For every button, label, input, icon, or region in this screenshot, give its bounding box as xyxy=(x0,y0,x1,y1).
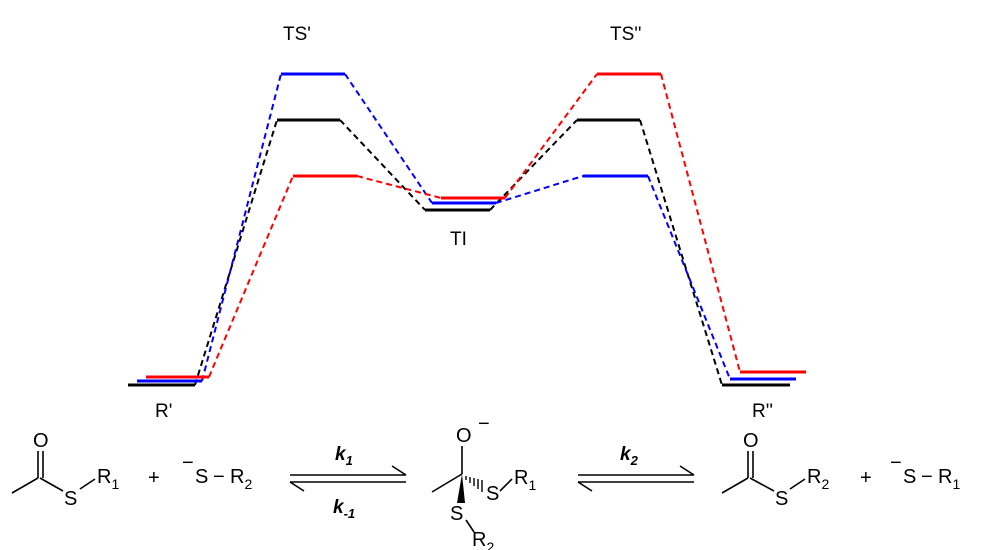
black-connector-3 xyxy=(489,119,578,211)
k1-label: k1 xyxy=(335,444,353,468)
plus-sign-1: + xyxy=(148,467,160,489)
nucleophile-charge: − xyxy=(182,452,194,474)
nucleophile-r-group: R2 xyxy=(230,466,252,492)
label-product-level: R'' xyxy=(752,401,773,422)
k-minus1-label: k-1 xyxy=(333,497,355,521)
leaving-r-group: R1 xyxy=(938,466,960,492)
thiolate-nucleophile: − S − R2 xyxy=(182,452,252,492)
red-connector-2 xyxy=(356,175,442,199)
label-ts2: TS'' xyxy=(610,24,642,45)
intermediate-charge: − xyxy=(478,413,490,435)
leaving-sulfur: S xyxy=(903,466,916,488)
equilibrium-arrow-2: k2 xyxy=(577,444,695,492)
black-energy-curve xyxy=(128,118,790,387)
reactant-oxygen: O xyxy=(33,430,49,452)
label-ti: TI xyxy=(450,229,467,250)
blue-connector-2 xyxy=(344,73,433,204)
red-connector-3 xyxy=(504,73,598,199)
reactant-sulfur: S xyxy=(64,488,77,510)
nucleophile-sulfur: S xyxy=(195,466,208,488)
red-connector-1 xyxy=(208,175,294,378)
leaving-charge: − xyxy=(890,452,902,474)
product-oxygen: O xyxy=(743,430,759,452)
equilibrium-arrow-1: k1 k-1 xyxy=(289,444,407,521)
intermediate-oxygen: O xyxy=(456,425,472,447)
tetrahedral-intermediate: O − S R1 S R2 xyxy=(431,413,536,550)
product-r-group: R2 xyxy=(807,466,829,492)
k2-label: k2 xyxy=(620,444,639,468)
nucleophile-bond: − xyxy=(213,466,225,488)
blue-energy-curve xyxy=(137,72,796,383)
black-connector-2 xyxy=(339,119,426,211)
intermediate-r1-group: R1 xyxy=(514,467,536,493)
intermediate-r2-group: R2 xyxy=(472,529,494,550)
blue-connector-1 xyxy=(201,73,282,382)
label-ts1: TS' xyxy=(283,24,311,45)
red-connector-4 xyxy=(660,73,741,373)
product-sulfur: S xyxy=(775,488,788,510)
black-connector-1 xyxy=(194,119,278,386)
plus-sign-2: + xyxy=(860,467,872,489)
blue-connector-3 xyxy=(495,175,584,204)
label-reactant-level: R' xyxy=(155,401,172,422)
intermediate-sulfur-down: S xyxy=(450,503,463,525)
leaving-thiolate: − S − R1 xyxy=(890,452,960,492)
product-thioester: O S R2 xyxy=(721,430,829,510)
leaving-bond: − xyxy=(921,466,933,488)
blue-connector-4 xyxy=(647,175,731,380)
reactant-thioester: O S R1 xyxy=(11,430,119,510)
reactant-r-group: R1 xyxy=(97,466,119,492)
intermediate-sulfur-right: S xyxy=(486,483,499,505)
black-connector-4 xyxy=(639,119,723,386)
red-energy-curve xyxy=(146,72,806,379)
